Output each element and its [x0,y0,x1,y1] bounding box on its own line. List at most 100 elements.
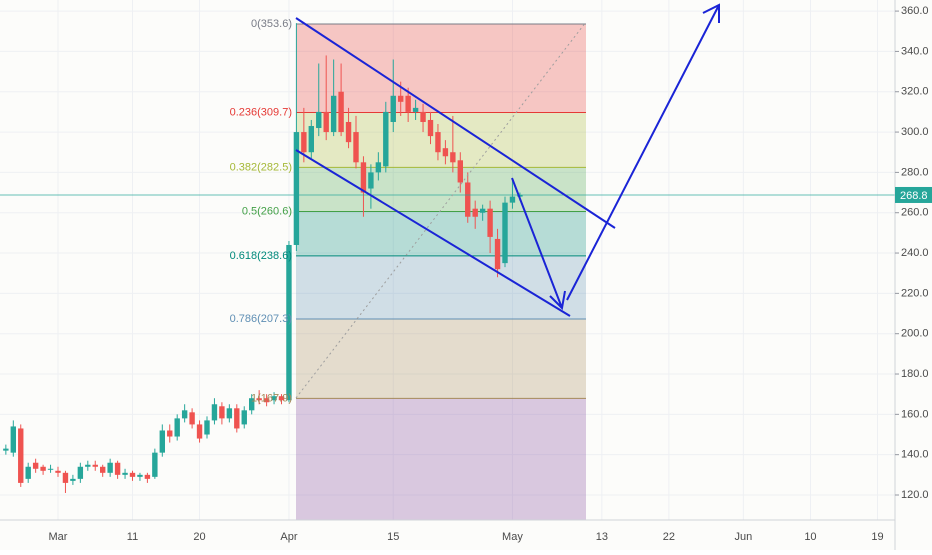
fib-band [296,112,586,168]
last-price-box [895,186,932,203]
candle-body [137,474,143,477]
candle-body [159,430,165,453]
y-tick-label: 180.0 [901,368,929,380]
candle-body [77,466,84,479]
candle-body [278,396,285,401]
candle-body [3,448,9,451]
candle-body [301,132,307,153]
candle-body [390,95,396,122]
candle-body [383,111,389,167]
candle-body [100,466,106,473]
fib-band [296,211,586,256]
candle-body [353,132,359,163]
candle-body [509,196,516,203]
candle-body [152,452,158,477]
candle-body [107,462,113,473]
fib-band [296,255,586,319]
candle-body [85,464,91,467]
y-tick-label: 300.0 [901,126,929,138]
y-tick-label: 360.0 [901,5,929,17]
fib-level-label: 0.236(309.7) [230,106,292,118]
y-tick-label: 340.0 [901,45,929,57]
fib-band [296,23,586,113]
x-tick-label: 22 [663,531,675,543]
candle-body [70,478,76,481]
y-tick-label: 240.0 [901,247,929,259]
candle-body [420,111,426,122]
candle-body [360,162,367,193]
candle-body [189,412,195,425]
candle-body [465,182,471,217]
up-arrow [566,3,720,301]
candle-body [92,464,98,467]
candle-body [40,466,46,471]
fib-band [296,398,586,520]
x-tick-label: 20 [193,531,205,543]
x-tick-label: 10 [804,531,816,543]
candle-body [435,132,441,153]
candle-body [487,208,493,237]
candle-body [114,462,121,475]
x-tick-label: 15 [387,531,399,543]
drawings [295,3,720,399]
x-tick-label: Mar [49,531,68,543]
candle-body [405,95,411,112]
candle-body [450,152,456,163]
fib-level-label: 1(167.9) [251,392,292,404]
under-layer [0,0,895,520]
candle-body [308,126,314,153]
candle-body [323,111,329,133]
x-tick-label: Apr [280,531,297,543]
fib-band [296,167,586,212]
candle-body [457,160,463,183]
candle-body [398,95,404,102]
last-price-label: 268.8 [900,190,928,202]
candle-body [129,472,136,477]
candle-body [345,121,352,143]
candle-body [122,472,128,475]
candle-body [316,111,322,129]
candle-body [338,91,344,133]
candle-body [263,398,270,403]
x-tick-label: 19 [871,531,883,543]
y-tick-label: 320.0 [901,86,929,98]
candles-layer [0,23,895,493]
candle-body [286,244,292,401]
candle-body [18,428,24,483]
y-tick-label: 140.0 [901,449,929,461]
fib-trend-line [295,21,587,399]
candle-body [249,398,255,411]
x-tick-label: 13 [596,531,608,543]
candle-body [32,462,39,469]
candle-body [204,420,210,435]
down-arrow [511,177,566,311]
candle-body [62,472,69,483]
candle-body [234,408,240,429]
fib-level-label: 0.382(282.5) [230,161,292,173]
y-tick-label: 160.0 [901,408,929,420]
candle-body [442,148,449,157]
fib-level-label: 0.786(207.3) [230,313,292,325]
candle-body [241,410,247,425]
candle-body [10,426,16,453]
candle-body [427,119,434,137]
candle-body [368,172,374,189]
candle-body [181,410,188,419]
channel-upper-line [295,17,616,229]
fib-level-label: 0.618(238.6) [230,250,292,262]
fib-level-label: 0.5(260.6) [242,205,292,217]
candle-body [167,430,173,437]
x-tick-label: Jun [735,531,753,543]
y-tick-label: 200.0 [901,328,929,340]
candle-body [196,424,203,439]
candle-body [472,208,478,217]
candle-body [412,107,419,112]
x-tick-label: 11 [127,531,138,543]
y-tick-label: 120.0 [901,489,929,501]
axis-layer: 0(353.6) 0.236(309.7) 0.382(282.5) 0.5(260.… [49,5,932,543]
candle-body [494,238,501,270]
y-tick-label: 280.0 [901,166,929,178]
candle-body [226,408,233,419]
candle-body [256,398,262,401]
